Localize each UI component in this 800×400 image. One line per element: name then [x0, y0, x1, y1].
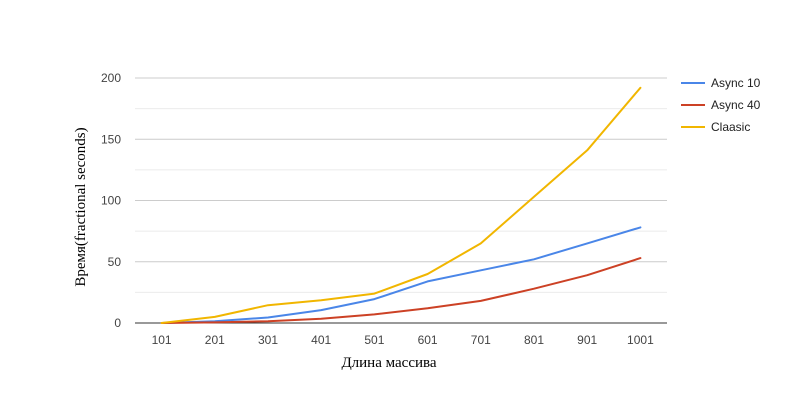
- series-line: [160, 226, 642, 324]
- x-tick-label: 201: [205, 333, 225, 347]
- y-tick-label: 0: [114, 316, 121, 330]
- series-lines: [160, 86, 642, 324]
- y-tick-label: 200: [101, 71, 121, 85]
- y-tick-label: 100: [101, 194, 121, 208]
- x-tick-label: 101: [152, 333, 172, 347]
- legend-label: Claasic: [711, 120, 750, 134]
- y-axis-ticks: 0 50 100 150 200: [101, 71, 121, 330]
- y-tick-label: 50: [108, 255, 122, 269]
- x-tick-label: 701: [471, 333, 491, 347]
- x-axis-title: Длина массива: [341, 355, 436, 371]
- x-tick-label: 801: [524, 333, 544, 347]
- series-line: [160, 86, 642, 324]
- legend-label: Async 40: [711, 98, 761, 112]
- x-tick-label: 301: [258, 333, 278, 347]
- gridlines: [135, 77, 667, 293]
- x-tick-label: 501: [364, 333, 384, 347]
- y-axis-title: Время(fractional seconds): [73, 127, 89, 286]
- x-axis-ticks: 101 201 301 401 501 601 701 801 901 1001: [152, 333, 654, 347]
- series-line: [160, 257, 642, 324]
- y-tick-label: 150: [101, 132, 121, 146]
- x-tick-label: 601: [418, 333, 438, 347]
- x-tick-label: 1001: [627, 333, 654, 347]
- legend-label: Async 10: [711, 76, 761, 90]
- x-tick-label: 401: [311, 333, 331, 347]
- x-tick-label: 901: [577, 333, 597, 347]
- legend: Async 10 Async 40 Claasic: [681, 76, 761, 134]
